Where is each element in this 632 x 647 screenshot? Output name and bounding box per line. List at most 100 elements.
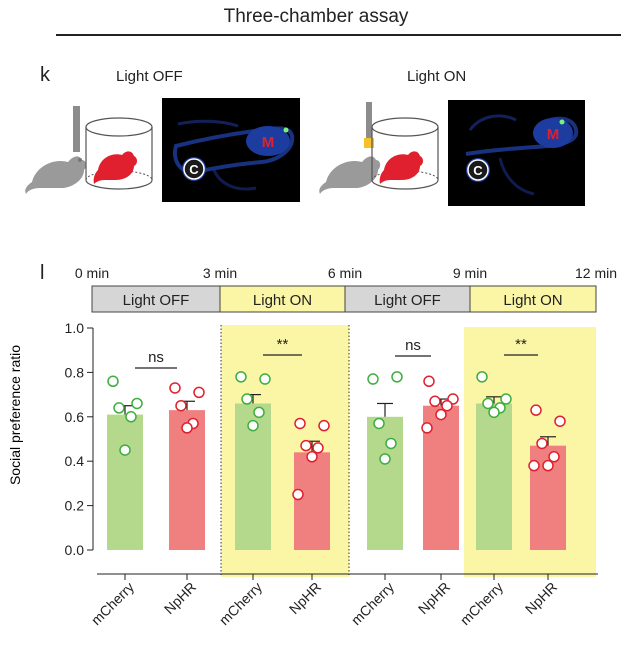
data-point bbox=[259, 373, 271, 385]
data-point bbox=[441, 399, 453, 412]
data-point bbox=[548, 451, 560, 463]
data-point bbox=[379, 453, 391, 465]
data-point bbox=[367, 373, 379, 385]
timeline: 0 min 3 min 6 min 9 min 12 min Light OFF Light… bbox=[75, 265, 617, 313]
data-point bbox=[385, 437, 397, 450]
data-point bbox=[476, 371, 488, 383]
heatmap-m-label-off: M bbox=[262, 134, 275, 151]
x-tick-label: mCherry bbox=[348, 579, 397, 628]
timeline-block bbox=[344, 285, 471, 313]
data-point bbox=[292, 488, 304, 501]
timeline-tick: 0 min bbox=[75, 265, 109, 281]
data-point bbox=[235, 371, 247, 383]
cup-icon-2 bbox=[371, 117, 439, 190]
data-point bbox=[300, 439, 312, 452]
bar bbox=[107, 414, 143, 550]
data-point bbox=[429, 395, 441, 408]
gray-mouse-icon-2 bbox=[319, 156, 381, 194]
gray-mouse-icon bbox=[25, 156, 87, 194]
light-source-icon bbox=[364, 138, 374, 148]
y-axis-label: Social preference ratio bbox=[7, 345, 23, 485]
timeline-block-label: Light OFF bbox=[374, 292, 441, 309]
data-point bbox=[373, 417, 385, 430]
light-on-label: Light ON bbox=[407, 68, 467, 85]
y-tick-label: 0.6 bbox=[65, 409, 85, 425]
optic-fiber-on bbox=[366, 102, 372, 142]
red-mouse-icon bbox=[93, 151, 137, 184]
data-point bbox=[131, 397, 143, 410]
data-point bbox=[241, 393, 253, 405]
data-point bbox=[530, 404, 542, 416]
data-point bbox=[253, 406, 265, 419]
data-point bbox=[482, 397, 494, 410]
timeline-block-label: Light ON bbox=[503, 292, 562, 309]
data-point bbox=[488, 406, 500, 419]
x-tick-label: mCherry bbox=[216, 579, 265, 628]
data-point bbox=[119, 444, 131, 456]
y-tick-label: 1.0 bbox=[65, 320, 85, 336]
data-point bbox=[554, 415, 566, 427]
data-point bbox=[542, 459, 554, 472]
x-tick-label: mCherry bbox=[457, 579, 506, 628]
x-tick-label: NpHR bbox=[161, 579, 199, 617]
data-point bbox=[125, 411, 137, 423]
data-point bbox=[181, 422, 193, 434]
significance-label: ** bbox=[515, 336, 527, 353]
data-point bbox=[107, 375, 119, 388]
panel-l-letter: l bbox=[40, 262, 45, 284]
data-point bbox=[175, 399, 187, 412]
light-on-heatmap: C M bbox=[448, 100, 585, 206]
x-tick-label: NpHR bbox=[286, 579, 324, 617]
chart-axes: 0.0 0.2 0.4 0.6 0.8 1.0 bbox=[65, 320, 598, 580]
timeline-tick: 12 min bbox=[575, 265, 617, 281]
x-tick-label: NpHR bbox=[522, 579, 560, 617]
x-tick-labels: mCherry NpHR mCherry NpHR mCherry NpHR mCherry… bbox=[88, 579, 560, 628]
bar-chart: 0 min 3 min 6 min 9 min 12 min Light OFF Light… bbox=[7, 265, 617, 628]
light-off-label: Light OFF bbox=[116, 68, 183, 85]
heatmap-c-label-off: C bbox=[189, 162, 199, 177]
light-off-illustration bbox=[25, 106, 153, 194]
bar bbox=[294, 452, 330, 550]
bar bbox=[476, 403, 512, 550]
data-point bbox=[294, 417, 306, 430]
data-point bbox=[536, 437, 548, 450]
data-point bbox=[421, 422, 433, 434]
light-on-illustration bbox=[319, 102, 439, 194]
panel-k-letter: k bbox=[40, 64, 50, 86]
data-point bbox=[528, 459, 540, 472]
timeline-tick: 3 min bbox=[203, 265, 237, 281]
data-point bbox=[423, 375, 435, 388]
timeline-block bbox=[219, 285, 346, 313]
data-point bbox=[312, 442, 324, 454]
significance-marks: ns ** ns ** bbox=[135, 336, 538, 369]
optic-fiber-off bbox=[73, 106, 80, 152]
panel-k-illustrations: C M C M bbox=[25, 98, 585, 206]
x-tick-label: mCherry bbox=[88, 579, 137, 628]
data-point bbox=[318, 419, 330, 432]
heatmap-c-label-on: C bbox=[473, 163, 483, 178]
timeline-block bbox=[91, 285, 221, 313]
significance-label: ns bbox=[148, 349, 164, 366]
timeline-block-label: Light OFF bbox=[123, 292, 190, 309]
timeline-tick: 9 min bbox=[453, 265, 487, 281]
data-point bbox=[306, 451, 318, 463]
significance-label: ** bbox=[277, 336, 289, 353]
timeline-block-label: Light ON bbox=[253, 292, 312, 309]
bar bbox=[367, 416, 403, 550]
data-point bbox=[113, 402, 125, 414]
light-off-heatmap: C M bbox=[162, 98, 300, 202]
y-tick-label: 0.2 bbox=[65, 498, 85, 514]
data-points bbox=[107, 371, 566, 501]
x-tick-label: NpHR bbox=[415, 579, 453, 617]
y-tick-label: 0.8 bbox=[65, 364, 85, 380]
figure-title: Three-chamber assay bbox=[223, 6, 409, 27]
data-point bbox=[247, 419, 259, 432]
data-point bbox=[193, 386, 205, 399]
timeline-tick: 6 min bbox=[328, 265, 362, 281]
data-point bbox=[500, 393, 512, 405]
data-point bbox=[391, 371, 403, 383]
significance-label: ns bbox=[405, 337, 421, 354]
title-rule bbox=[56, 34, 621, 36]
heatmap-m-label-on: M bbox=[547, 126, 560, 143]
y-tick-label: 0.0 bbox=[65, 542, 85, 558]
